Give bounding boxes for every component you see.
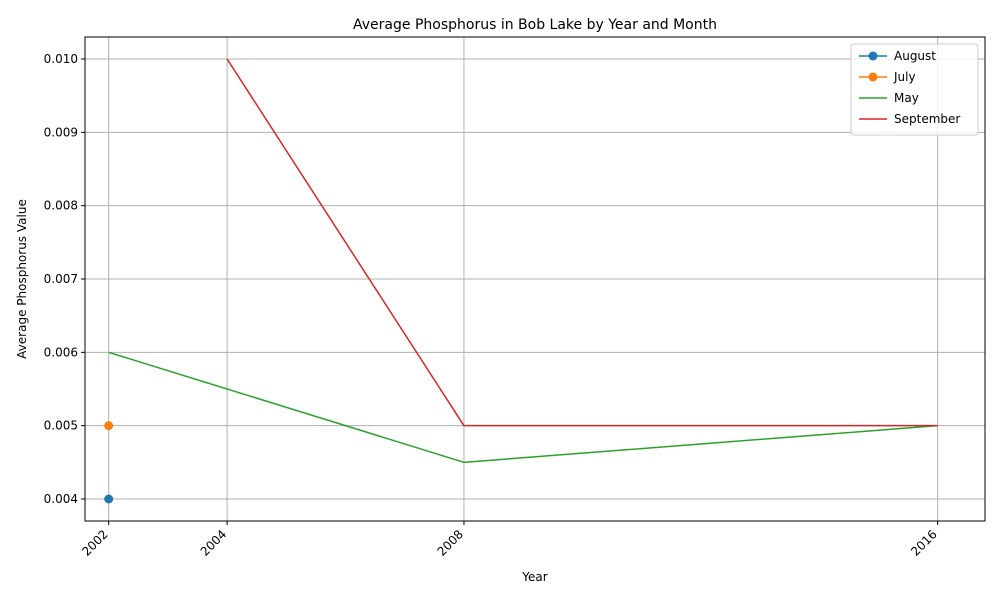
y-tick-label: 0.010 [44,52,78,66]
legend-label-august: August [894,49,936,63]
legend-label-july: July [893,70,916,84]
legend: August July May September [850,43,979,136]
series-group [104,58,938,504]
chart-title: Average Phosphorus in Bob Lake by Year a… [353,17,717,33]
y-tick-label: 0.004 [44,492,78,506]
series-line-may [108,351,938,464]
legend-label-september: September [894,112,960,126]
x-axis-label: Year [521,570,547,584]
y-tick-label: 0.007 [44,272,78,286]
series-line-september [226,58,938,427]
legend-marker-august [868,51,878,61]
data-point-july [104,421,114,431]
legend-marker-july [868,72,878,82]
y-axis-label: Average Phosphorus Value [15,199,29,359]
y-tick-label: 0.005 [44,419,78,433]
y-tick-label: 0.006 [44,345,78,359]
y-tick-label: 0.009 [44,125,78,139]
legend-box [850,43,979,136]
y-axis-ticks: 0.004 0.005 0.006 0.007 0.008 0.009 0.010 [44,52,85,506]
y-tick-label: 0.008 [44,199,78,213]
data-point-august [104,494,114,504]
legend-label-may: May [894,91,919,105]
